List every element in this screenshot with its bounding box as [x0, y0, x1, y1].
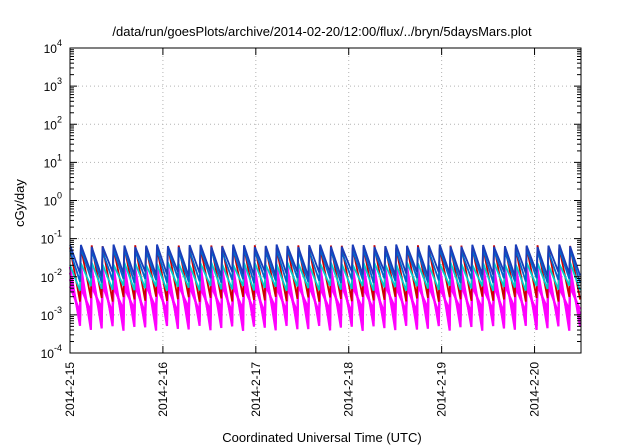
x-tick-labels: 2014-2-15 2014-2-16 2014-2-17 2014-2-18 2014…	[63, 362, 542, 417]
x-tick-label: 2014-2-19	[435, 362, 449, 417]
y-tick-base: 10	[44, 195, 58, 209]
x-tick-label: 2014-2-17	[249, 362, 263, 417]
y-tick-exponent: 4	[57, 38, 62, 48]
y-tick-label: 104	[44, 38, 62, 56]
series-line	[69, 244, 581, 277]
y-tick-label: 102	[44, 114, 62, 132]
y-tick-base: 10	[41, 271, 55, 285]
y-tick-label: 101	[44, 152, 62, 170]
y-tick-base: 10	[44, 42, 58, 56]
y-tick-exponent: 0	[57, 191, 62, 201]
y-tick-base: 10	[44, 118, 58, 132]
x-tick-label: 2014-2-16	[156, 362, 170, 417]
y-axis-label: cGy/day	[12, 179, 27, 227]
y-tick-exponent: -1	[54, 229, 62, 239]
y-tick-base: 10	[41, 233, 55, 247]
chart-title: /data/run/goesPlots/archive/2014-02-20/1…	[112, 24, 532, 39]
y-tick-exponent: -2	[54, 267, 62, 277]
y-tick-label: 103	[44, 76, 62, 94]
y-tick-label: 10-4	[41, 343, 62, 361]
series-group	[68, 244, 582, 331]
y-tick-base: 10	[41, 347, 55, 361]
y-tick-exponent: 3	[57, 76, 62, 86]
y-tick-label: 10-3	[41, 305, 62, 323]
y-tick-label: 100	[44, 191, 62, 209]
y-tick-exponent: 1	[57, 152, 62, 162]
y-tick-exponent: -4	[54, 343, 62, 353]
y-tick-label: 10-2	[41, 267, 62, 285]
x-axis-label: Coordinated Universal Time (UTC)	[222, 430, 421, 445]
x-tick-label: 2014-2-20	[528, 362, 542, 417]
y-tick-base: 10	[41, 309, 55, 323]
y-tick-base: 10	[44, 156, 58, 170]
y-tick-base: 10	[44, 80, 58, 94]
x-tick-label: 2014-2-15	[63, 362, 77, 417]
y-tick-exponent: 2	[57, 114, 62, 124]
x-tick-label: 2014-2-18	[342, 362, 356, 417]
y-tick-label: 10-1	[41, 229, 62, 247]
tick-marks	[69, 47, 581, 354]
y-tick-exponent: -3	[54, 305, 62, 315]
